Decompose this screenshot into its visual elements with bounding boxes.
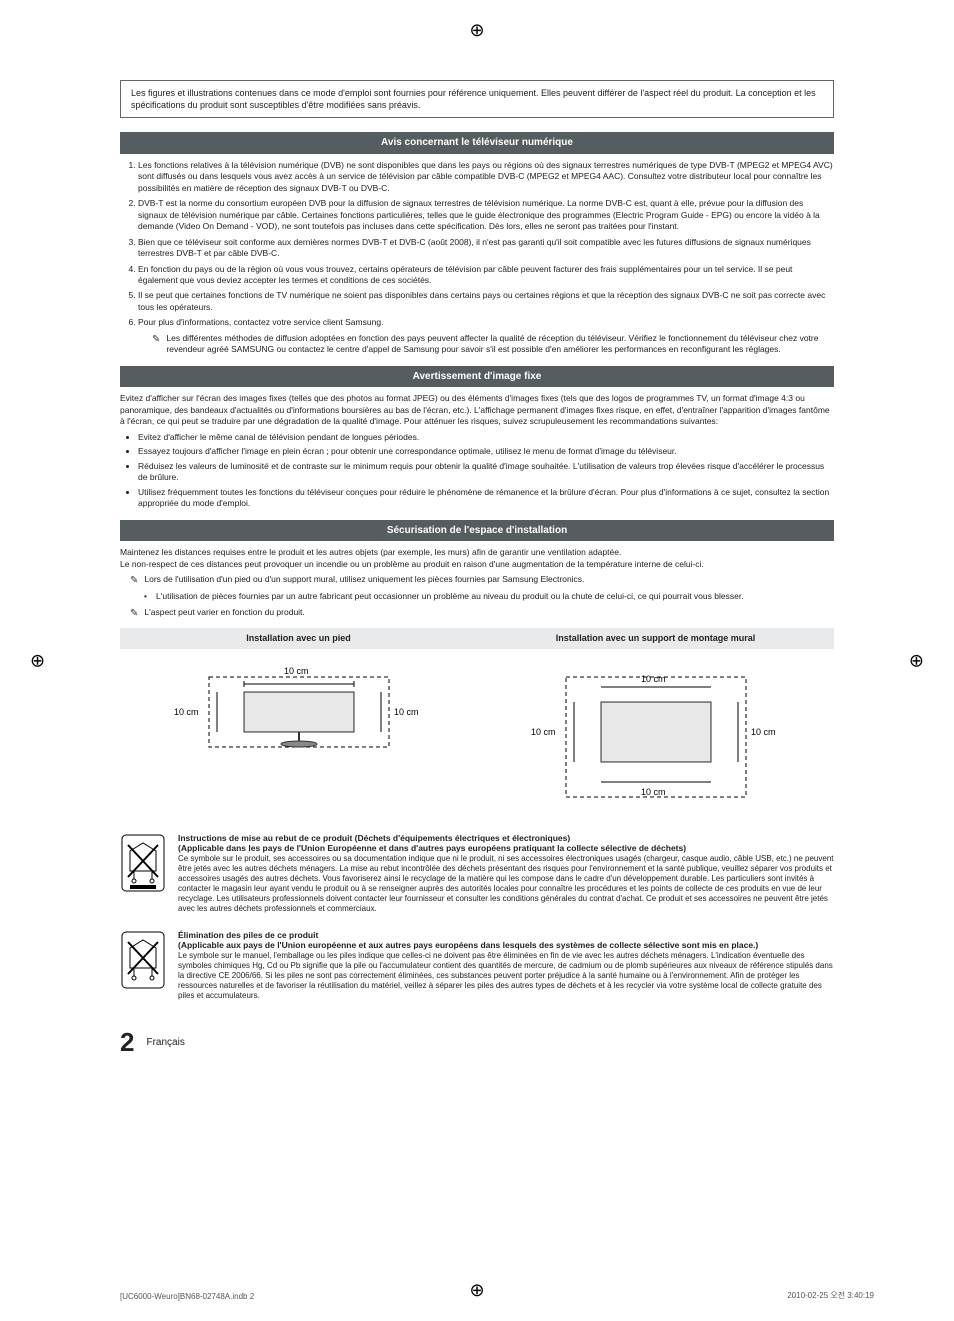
list-item: Bien que ce téléviseur soit conforme aux… [138,237,834,260]
weee-title: Instructions de mise au rebut de ce prod… [178,833,834,844]
battery-title: Élimination des piles de ce produit [178,930,834,941]
list-item: Evitez d'afficher le même canal de télév… [138,432,834,443]
weee-icon [120,833,166,914]
dim-label: 10 cm [394,707,419,717]
battery-icon [120,930,166,1001]
figure-stand: 10 cm 10 cm 10 cm [120,657,477,817]
section2-list: Evitez d'afficher le même canal de télév… [120,432,834,510]
note-icon: ✎ [152,333,160,356]
page-body: Les figures et illustrations contenues d… [0,0,954,1100]
list-item: En fonction du pays ou de la région où v… [138,264,834,287]
registration-mark-bottom: ⊕ [469,1280,484,1301]
doc-id: [UC6000-Weuro]BN68-02748A.indb 2 [120,1292,254,1301]
list-item: Les fonctions relatives à la télévision … [138,160,834,194]
list-item: DVB-T est la norme du consortium europée… [138,198,834,232]
section1-header: Avis concernant le téléviseur numérique [120,132,834,154]
list-item: Essayez toujours d'afficher l'image en p… [138,446,834,457]
page-footer: 2 Français [120,1025,834,1060]
doc-timestamp: 2010-02-25 오전 3:40:19 [787,1290,874,1301]
dim-label: 10 cm [751,727,776,737]
section2-intro: Evitez d'afficher sur l'écran des images… [120,393,834,427]
page-number: 2 [120,1025,134,1060]
registration-mark-top: ⊕ [469,20,484,41]
dim-label: 10 cm [284,666,309,676]
section3-header: Sécurisation de l'espace d'installation [120,520,834,542]
weee-sub: (Applicable dans les pays de l'Union Eur… [178,843,834,854]
dim-label: 10 cm [531,727,556,737]
registration-mark-right: ⊕ [909,650,924,671]
dim-label: 10 cm [641,674,666,684]
section3-subnote: L'utilisation de pièces fournies par un … [148,591,834,602]
registration-mark-left: ⊕ [30,650,45,671]
battery-text: Le symbole sur le manuel, l'emballage ou… [178,951,833,1000]
intro-box: Les figures et illustrations contenues d… [120,80,834,118]
list-item: Pour plus d'informations, contactez votr… [138,317,834,328]
battery-block: Élimination des piles de ce produit (App… [120,930,834,1001]
section1-note: Les différentes méthodes de diffusion ad… [166,333,834,356]
weee-text: Ce symbole sur le produit, ses accessoir… [178,854,833,913]
dim-label: 10 cm [174,707,199,717]
section3-p1: Maintenez les distances requises entre l… [120,547,834,558]
intro-text: Les figures et illustrations contenues d… [131,88,816,110]
section3-p2: Le non-respect de ces distances peut pro… [120,559,834,570]
section1-list: Les fonctions relatives à la télévision … [120,160,834,329]
list-item: Utilisez fréquemment toutes les fonction… [138,487,834,510]
note-icon: ✎ [130,607,138,621]
page-language: Français [146,1036,184,1050]
weee-block: Instructions de mise au rebut de ce prod… [120,833,834,914]
note-icon: ✎ [130,574,138,588]
fig1-label: Installation avec un pied [120,632,477,644]
section2-header: Avertissement d'image fixe [120,366,834,388]
section3-note2: L'aspect peut varier en fonction du prod… [144,607,834,621]
figure-header-row: Installation avec un pied Installation a… [120,628,834,648]
battery-sub: (Applicable aux pays de l'Union européen… [178,940,834,951]
fig2-label: Installation avec un support de montage … [477,632,834,644]
dim-label: 10 cm [641,787,666,797]
list-item: Il se peut que certaines fonctions de TV… [138,290,834,313]
figures-row: 10 cm 10 cm 10 cm 10 cm 10 cm 10 cm [120,657,834,817]
figure-wall-mount: 10 cm 10 cm 10 cm 10 cm [477,657,834,817]
list-item: Réduisez les valeurs de luminosité et de… [138,461,834,484]
section3-note1: Lors de l'utilisation d'un pied ou d'un … [144,574,834,588]
